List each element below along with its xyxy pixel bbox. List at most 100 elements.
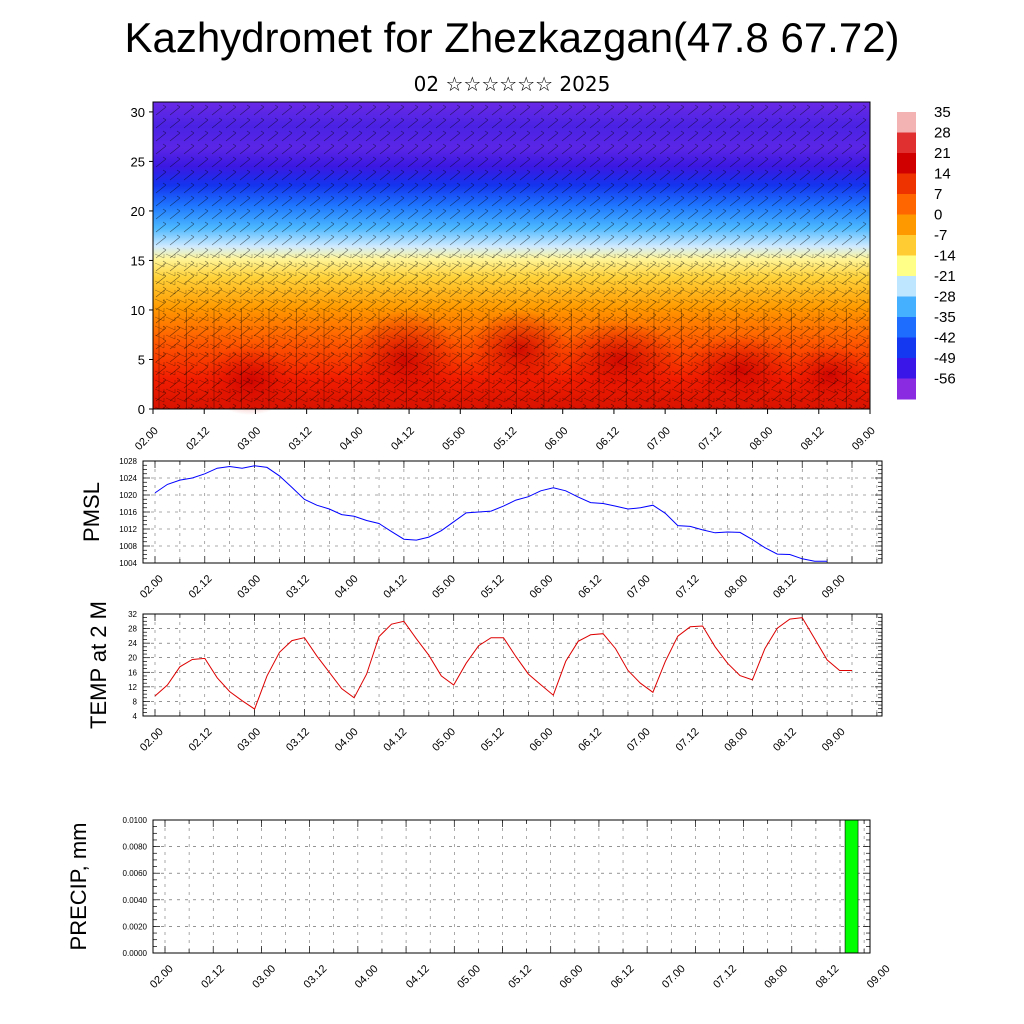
y-tick-label: 1016: [119, 508, 137, 517]
y-tick-label: 24: [128, 639, 137, 648]
x-tick-label: 02.00: [138, 726, 166, 754]
y-tick-label: 28: [128, 625, 137, 634]
colorbar-label: -49: [934, 350, 956, 367]
plot-frame: [142, 613, 883, 717]
y-tick-label: 0.0100: [123, 816, 148, 825]
colorbar-segment: [897, 173, 916, 195]
x-tick-label: 03.00: [235, 425, 263, 453]
x-tick-label: 04.00: [353, 963, 381, 991]
x-tick-label: 04.12: [389, 425, 417, 453]
x-tick-label: 04.12: [404, 963, 432, 991]
x-tick-label: 07.12: [674, 726, 702, 754]
colorbar-segment: [897, 317, 916, 338]
y-tick-label: 15: [131, 253, 145, 268]
colorbar-label: 21: [934, 145, 951, 162]
x-tick-label: 09.00: [820, 726, 848, 754]
x-tick-label: 07.12: [696, 425, 724, 453]
x-tick-label: 06.00: [528, 573, 556, 601]
x-tick-label: 07.00: [625, 573, 653, 601]
colorbar-label: 35: [934, 104, 951, 121]
x-tick-label: 04.00: [333, 726, 361, 754]
series-line: [154, 617, 852, 710]
y-tick-label: 1028: [119, 457, 137, 466]
y-axis-title: PRECIP, mm: [66, 823, 91, 951]
x-tick-label: 07.00: [645, 425, 673, 453]
x-tick-label: 05.12: [506, 963, 534, 991]
x-tick-label: 05.00: [440, 425, 468, 453]
x-tick-label: 02.00: [138, 573, 166, 601]
y-tick-label: 8: [133, 697, 138, 706]
x-tick-label: 05.12: [491, 425, 519, 453]
x-tick-label: 08.12: [814, 963, 842, 991]
x-tick-label: 05.12: [479, 726, 507, 754]
x-tick-label: 02.00: [133, 425, 161, 453]
colorbar-label: 0: [934, 207, 942, 224]
x-tick-label: 06.00: [558, 963, 586, 991]
x-tick-label: 09.00: [865, 963, 893, 991]
x-tick-label: 05.00: [430, 726, 458, 754]
y-tick-label: 10: [131, 303, 145, 318]
y-tick-label: 20: [128, 654, 137, 663]
x-tick-label: 05.00: [430, 573, 458, 601]
colorbar-segment: [897, 214, 916, 236]
y-tick-label: 4: [133, 712, 138, 721]
colorbar-segment: [897, 358, 916, 379]
x-tick-label: 02.12: [199, 963, 227, 991]
colorbar-label: 7: [934, 186, 942, 203]
x-tick-label: 06.00: [543, 425, 571, 453]
y-tick-label: 5: [138, 352, 145, 367]
x-tick-label: 02.12: [187, 726, 215, 754]
x-tick-label: 04.00: [333, 573, 361, 601]
x-tick-label: 04.12: [381, 726, 409, 754]
colorbar-label: -28: [934, 289, 956, 306]
y-tick-label: 16: [128, 668, 137, 677]
x-tick-label: 06.12: [609, 963, 637, 991]
colorbar-label: -14: [934, 248, 956, 265]
x-tick-label: 07.00: [625, 726, 653, 754]
y-tick-label: 30: [131, 105, 145, 120]
x-tick-label: 03.00: [250, 963, 278, 991]
y-tick-label: 1020: [119, 491, 137, 500]
colorbar-segment: [897, 255, 916, 277]
x-tick-label: 05.00: [455, 963, 483, 991]
colorbar-label: 28: [934, 125, 951, 142]
y-tick-label: 0.0020: [123, 922, 148, 931]
colorbar-segment: [897, 112, 916, 133]
x-tick-label: 06.12: [576, 573, 604, 601]
x-tick-label: 08.00: [722, 726, 750, 754]
y-tick-label: 1004: [119, 559, 137, 568]
x-tick-label: 02.12: [184, 425, 212, 453]
y-tick-label: 0.0060: [123, 869, 148, 878]
x-tick-label: 05.12: [479, 573, 507, 601]
x-tick-label: 04.00: [338, 425, 366, 453]
y-tick-label: 1024: [119, 474, 137, 483]
x-tick-label: 03.12: [287, 425, 315, 453]
colorbar-segment: [897, 276, 916, 297]
x-tick-label: 07.00: [660, 963, 688, 991]
colorbar-segment: [897, 194, 916, 215]
precip-bar: [844, 819, 859, 954]
wind-barbs-lower: [153, 252, 870, 409]
y-tick-label: 20: [131, 204, 145, 219]
x-tick-label: 03.00: [235, 573, 263, 601]
x-tick-label: 08.12: [799, 425, 827, 453]
x-tick-label: 04.12: [381, 573, 409, 601]
colorbar-segment: [897, 153, 916, 174]
colorbar-label: -35: [934, 309, 956, 326]
y-tick-label: 0.0000: [123, 949, 148, 958]
plot-frame: [152, 819, 871, 954]
x-tick-label: 03.00: [235, 726, 263, 754]
x-tick-label: 07.12: [711, 963, 739, 991]
y-axis-title: TEMP at 2 M: [86, 601, 111, 729]
y-tick-label: 0.0040: [123, 896, 148, 905]
colorbar-segment: [897, 132, 916, 154]
x-tick-label: 02.00: [148, 963, 176, 991]
y-tick-label: 1012: [119, 525, 137, 534]
x-tick-label: 03.12: [284, 573, 312, 601]
series-line: [154, 465, 828, 562]
x-tick-label: 03.12: [284, 726, 312, 754]
colorbar-segment: [897, 378, 916, 400]
x-tick-label: 08.00: [762, 963, 790, 991]
x-tick-label: 08.12: [771, 573, 799, 601]
